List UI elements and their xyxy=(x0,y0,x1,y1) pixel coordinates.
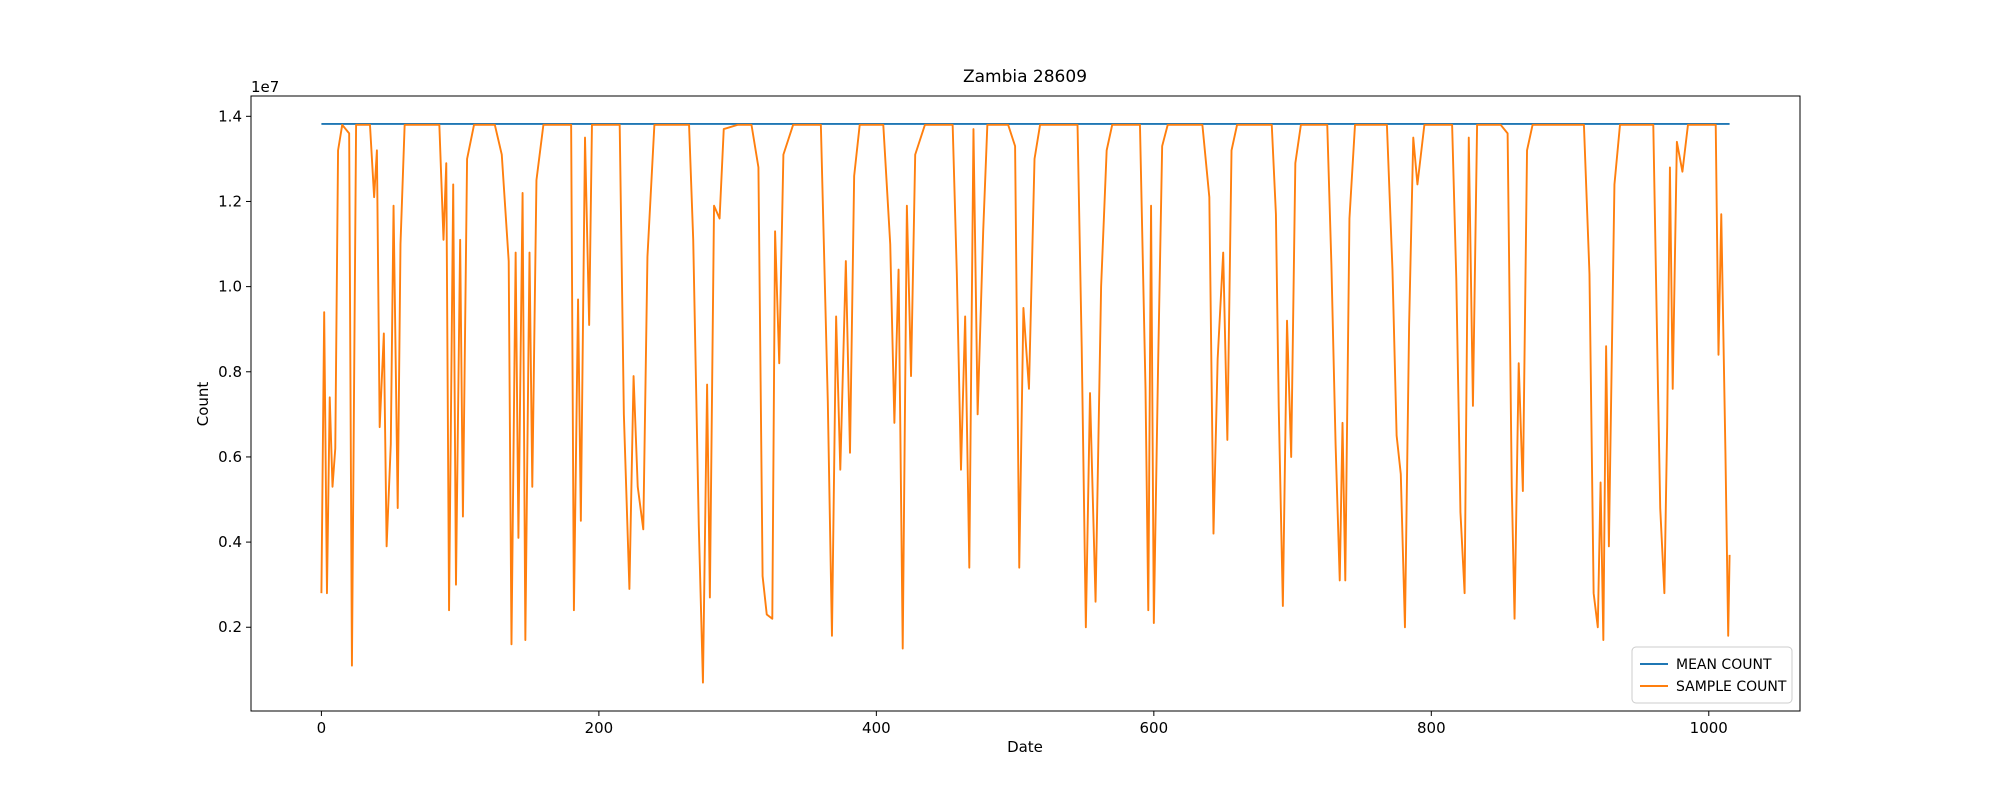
y-tick-label: 1.2 xyxy=(218,192,242,210)
x-tick-label: 800 xyxy=(1417,719,1446,737)
y-tick-label: 1.0 xyxy=(218,278,242,296)
legend-label: SAMPLE COUNT xyxy=(1676,679,1787,695)
y-tick-label: 1.4 xyxy=(218,107,242,125)
y-tick-label: 0.4 xyxy=(218,533,242,551)
chart-title: Zambia 28609 xyxy=(963,67,1087,87)
y-axis-label: Count xyxy=(194,382,212,427)
x-axis-label: Date xyxy=(1007,738,1043,756)
x-tick-label: 1000 xyxy=(1690,719,1728,737)
x-tick-label: 400 xyxy=(862,719,891,737)
y-tick-label: 0.6 xyxy=(218,448,242,466)
y-tick-label: 0.8 xyxy=(218,363,242,381)
x-tick-label: 200 xyxy=(585,719,614,737)
series-line xyxy=(320,123,1731,684)
y-tick-label: 0.2 xyxy=(218,618,242,636)
plot-frame xyxy=(250,95,1801,712)
y-offset-label: 1e7 xyxy=(251,78,279,96)
legend: MEAN COUNT SAMPLE COUNT xyxy=(1631,646,1793,704)
legend-box xyxy=(1631,646,1793,704)
legend-label: MEAN COUNT xyxy=(1676,657,1772,673)
x-tick-label: 600 xyxy=(1140,719,1169,737)
x-tick-label: 0 xyxy=(317,719,327,737)
